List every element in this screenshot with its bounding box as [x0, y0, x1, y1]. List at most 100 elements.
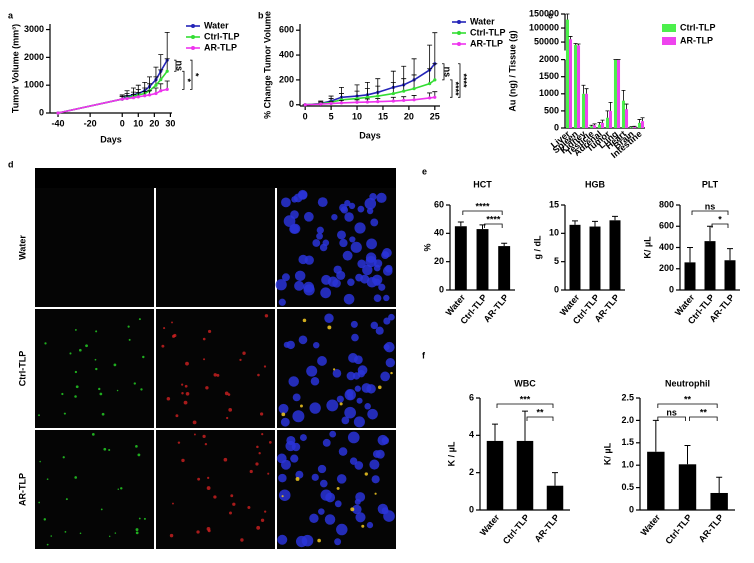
y-tick-label: 2000: [539, 54, 559, 64]
cell: [346, 371, 356, 381]
micrograph: [35, 309, 154, 428]
bar: [704, 241, 716, 290]
y-tick-label: 1500: [539, 71, 559, 81]
error-bar: [597, 122, 602, 125]
cell: [302, 318, 307, 323]
chart-title: Neutrophil: [665, 378, 710, 388]
cell: [232, 502, 236, 506]
sig-bracket: [496, 403, 554, 408]
point: [165, 87, 169, 91]
panel-letter: e: [422, 166, 427, 176]
y-tick-label: 2.0: [621, 415, 634, 425]
cell: [117, 488, 120, 491]
cell: [74, 370, 78, 374]
x-tick-label: 30: [165, 118, 175, 128]
cell: [320, 287, 332, 299]
cell: [303, 211, 314, 222]
cell: [85, 344, 88, 348]
cell: [350, 507, 355, 512]
cell: [373, 278, 381, 286]
sig-bracket: [450, 79, 453, 98]
cell: [128, 338, 131, 341]
cell: [247, 505, 251, 509]
cell: [116, 389, 119, 392]
y-tick-label: 500: [544, 105, 559, 115]
cell: [373, 264, 381, 272]
series-line: [57, 88, 168, 114]
cell: [185, 361, 189, 366]
cell: [281, 495, 284, 498]
cell: [298, 254, 308, 265]
cell: [181, 383, 184, 386]
panel-letter: a: [8, 10, 14, 20]
cell: [281, 197, 291, 208]
x-tick-label: 20: [149, 118, 159, 128]
error-bar: [158, 54, 164, 72]
bar: [609, 110, 613, 128]
cell: [310, 376, 320, 386]
y-tick-label: 0.5: [621, 482, 634, 492]
cell: [369, 459, 380, 470]
cell: [317, 464, 327, 474]
cell: [316, 232, 323, 240]
error-bar: [632, 125, 637, 127]
x-axis-label: Days: [100, 134, 122, 144]
bar: [589, 226, 601, 290]
point: [120, 97, 124, 101]
cell: [140, 388, 143, 391]
point: [365, 95, 370, 99]
cell: [202, 337, 206, 341]
cell: [383, 294, 390, 302]
cell: [171, 502, 174, 505]
error-bar: [432, 32, 438, 64]
bar: [601, 122, 605, 128]
error-bar: [492, 423, 498, 441]
sig-bracket: [190, 59, 193, 90]
y-tick-label: 15: [549, 199, 559, 209]
point: [412, 87, 416, 91]
cell: [69, 352, 72, 355]
cell: [240, 538, 244, 542]
cell: [348, 202, 356, 210]
cell: [331, 214, 338, 221]
point: [154, 83, 158, 87]
point: [165, 69, 169, 73]
cell: [381, 436, 390, 445]
chart-title: HCT: [473, 179, 492, 189]
cell: [120, 487, 123, 490]
error-bar: [576, 43, 581, 46]
cell: [43, 518, 47, 521]
cell: [138, 318, 141, 321]
micrograph: [277, 188, 396, 307]
cell: [306, 365, 318, 377]
cell: [336, 486, 340, 490]
sig-label: **: [684, 394, 692, 404]
cell: [325, 492, 336, 503]
error-bar: [401, 78, 407, 92]
y-tick-label: 5: [554, 256, 559, 266]
bar: [724, 260, 736, 290]
y-tick-label: 40: [434, 228, 444, 238]
bar: [647, 451, 665, 510]
error-bar: [684, 444, 691, 465]
cell: [205, 386, 209, 390]
cell: [357, 365, 368, 375]
cell: [336, 395, 344, 403]
cell: [341, 416, 350, 425]
point: [355, 100, 359, 104]
y-tick-label: 150000: [529, 8, 559, 18]
cell: [332, 369, 342, 378]
y-tick-label: 50000: [534, 36, 559, 46]
micrograph: [35, 188, 154, 307]
bar: [516, 440, 534, 510]
point: [147, 93, 152, 97]
bar: [577, 45, 581, 128]
cell: [207, 329, 212, 334]
x-tick-label: Ctrl-TLP: [663, 512, 693, 546]
cell: [371, 475, 380, 484]
cell: [288, 376, 299, 387]
cell: [381, 507, 389, 515]
error-bar: [687, 247, 693, 263]
bar: [633, 126, 637, 128]
cell: [311, 473, 319, 481]
